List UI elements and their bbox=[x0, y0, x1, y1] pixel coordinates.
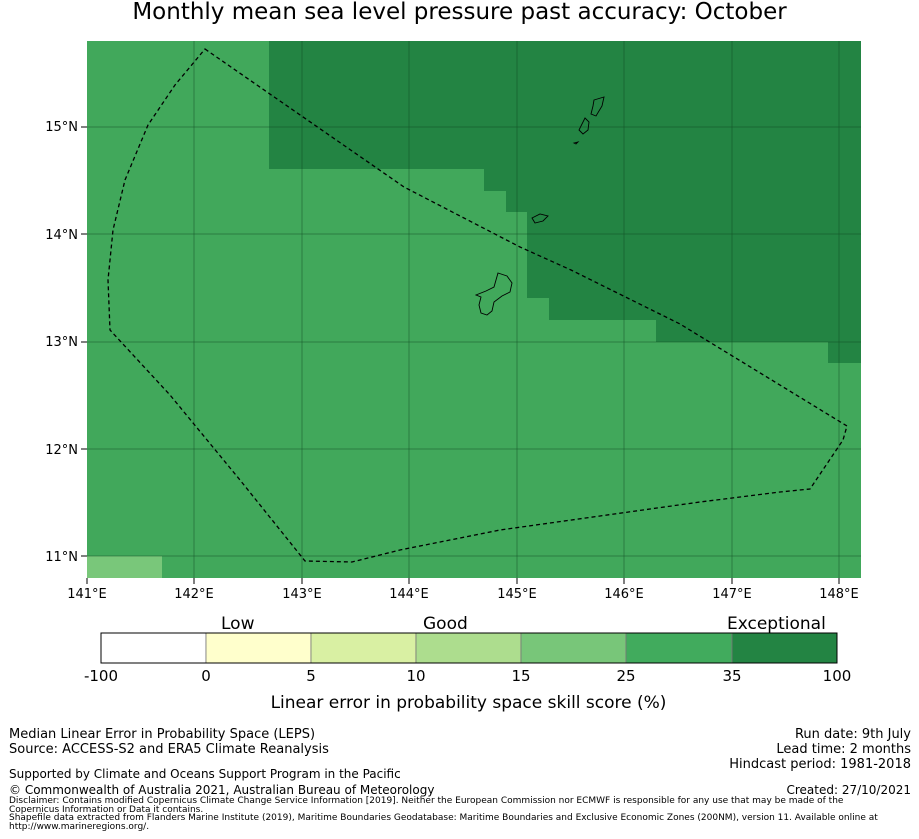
colorbar bbox=[100, 632, 838, 664]
map-plot-area bbox=[87, 41, 861, 578]
legend-category-low: Low bbox=[221, 614, 255, 634]
aguijan-island bbox=[572, 141, 580, 145]
colorbar-swatch bbox=[731, 632, 838, 664]
lat-axis: 15°N 14°N 13°N 12°N 11°N bbox=[45, 120, 87, 565]
footer-created-date: Created: 27/10/2021 bbox=[786, 783, 911, 797]
footer-disclaimer-text: Disclaimer: Contains modified Copernicus… bbox=[9, 796, 844, 815]
tinian-island bbox=[578, 117, 590, 135]
lat-tick-label: 14°N bbox=[45, 228, 78, 243]
colorbar-swatch bbox=[415, 632, 522, 664]
legend-category-good: Good bbox=[423, 614, 468, 634]
saipan-island bbox=[590, 96, 605, 117]
colorbar-tick-label: 100 bbox=[822, 667, 852, 685]
colorbar-tick-label: 35 bbox=[722, 667, 742, 685]
footer-leps-text: Median Linear Error in Probability Space… bbox=[9, 727, 316, 742]
lon-tick-label: 143°E bbox=[282, 587, 322, 602]
lon-tick-label: 145°E bbox=[497, 587, 537, 602]
colorbar-swatch bbox=[100, 632, 207, 664]
lower-skill-region bbox=[87, 556, 162, 578]
footer-supported-text: Supported by Climate and Oceans Support … bbox=[9, 767, 401, 781]
footer-copyright-text: © Commonwealth of Australia 2021, Austra… bbox=[9, 783, 435, 797]
lon-tick-label: 142°E bbox=[174, 587, 214, 602]
gridlines bbox=[87, 41, 861, 578]
lat-tick-label: 11°N bbox=[45, 550, 78, 565]
footer-run-date: Run date: 9th July bbox=[794, 727, 911, 742]
lon-axis: 141°E 142°E 143°E 144°E 145°E 146°E 147°… bbox=[67, 578, 859, 602]
footer-source-text: Source: ACCESS-S2 and ERA5 Climate Reana… bbox=[9, 742, 329, 757]
colorbar-tick-label: 5 bbox=[306, 667, 316, 685]
footer-shapefile-text: Shapefile data extracted from Flanders M… bbox=[9, 813, 878, 832]
rota-island bbox=[531, 213, 549, 224]
colorbar-label: Linear error in probability space skill … bbox=[270, 693, 667, 713]
islands bbox=[474, 96, 605, 316]
lon-tick-label: 144°E bbox=[389, 587, 429, 602]
colorbar-tick-label: -100 bbox=[83, 667, 119, 685]
lat-tick-label: 15°N bbox=[45, 120, 78, 135]
lat-tick-label: 13°N bbox=[45, 335, 78, 350]
eez-boundary bbox=[107, 48, 848, 563]
colorbar-tick-label: 25 bbox=[616, 667, 636, 685]
legend-category-exceptional: Exceptional bbox=[727, 614, 826, 634]
lon-tick-label: 146°E bbox=[604, 587, 644, 602]
colorbar-swatch bbox=[520, 632, 627, 664]
lat-tick-label: 12°N bbox=[45, 443, 78, 458]
colorbar-swatch bbox=[205, 632, 312, 664]
colorbar-frame bbox=[100, 632, 838, 664]
colorbar-swatch bbox=[625, 632, 733, 664]
footer-lead-time: Lead time: 2 months bbox=[776, 742, 911, 757]
colorbar-swatch bbox=[310, 632, 417, 664]
map-title: Monthly mean sea level pressure past acc… bbox=[132, 0, 787, 25]
lon-tick-label: 147°E bbox=[712, 587, 752, 602]
footer-hindcast-period: Hindcast period: 1981-2018 bbox=[729, 757, 911, 772]
colorbar-tick-label: 10 bbox=[406, 667, 426, 685]
colorbar-tick-label: 15 bbox=[511, 667, 531, 685]
colorbar-tick-label: 0 bbox=[201, 667, 211, 685]
lon-tick-label: 141°E bbox=[67, 587, 107, 602]
lon-tick-label: 148°E bbox=[819, 587, 859, 602]
guam-island bbox=[474, 272, 513, 316]
exceptional-skill-region bbox=[269, 41, 861, 363]
